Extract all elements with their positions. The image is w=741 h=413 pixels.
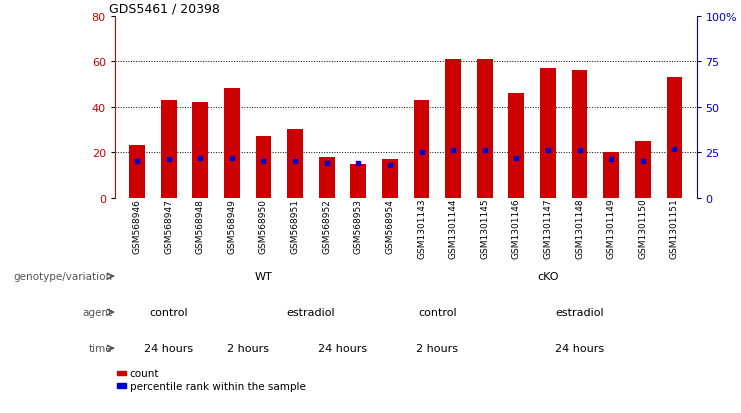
Text: GSM1301146: GSM1301146 bbox=[512, 198, 521, 259]
Text: GSM568949: GSM568949 bbox=[227, 198, 236, 253]
Text: 2 hours: 2 hours bbox=[227, 343, 269, 354]
Bar bbox=[413, 100, 429, 198]
Text: GSM1301145: GSM1301145 bbox=[480, 198, 489, 259]
Bar bbox=[117, 383, 126, 388]
Bar bbox=[350, 164, 366, 198]
Text: time: time bbox=[89, 343, 113, 354]
Bar bbox=[224, 89, 240, 198]
Text: GSM1301147: GSM1301147 bbox=[543, 198, 553, 259]
Bar bbox=[319, 157, 335, 198]
Bar bbox=[666, 78, 682, 198]
Text: 24 hours: 24 hours bbox=[318, 343, 367, 354]
Text: genotype/variation: genotype/variation bbox=[13, 271, 113, 282]
Bar bbox=[635, 141, 651, 198]
Text: GSM568950: GSM568950 bbox=[259, 198, 268, 253]
Bar bbox=[129, 146, 145, 198]
Text: GSM1301144: GSM1301144 bbox=[448, 198, 458, 259]
Text: GSM1301149: GSM1301149 bbox=[607, 198, 616, 259]
Text: GSM1301151: GSM1301151 bbox=[670, 198, 679, 259]
Text: control: control bbox=[149, 307, 188, 318]
Text: GSM1301143: GSM1301143 bbox=[417, 198, 426, 259]
Bar bbox=[445, 59, 461, 198]
Bar bbox=[288, 130, 303, 198]
Text: 24 hours: 24 hours bbox=[144, 343, 193, 354]
Text: cKO: cKO bbox=[537, 271, 559, 282]
Text: percentile rank within the sample: percentile rank within the sample bbox=[130, 381, 305, 391]
Bar bbox=[603, 153, 619, 198]
Text: WT: WT bbox=[255, 271, 272, 282]
Text: GDS5461 / 20398: GDS5461 / 20398 bbox=[109, 2, 220, 15]
Text: GSM568954: GSM568954 bbox=[385, 198, 394, 253]
Text: GSM568946: GSM568946 bbox=[133, 198, 142, 253]
Text: estradiol: estradiol bbox=[555, 307, 604, 318]
Text: GSM568953: GSM568953 bbox=[353, 198, 363, 253]
Bar bbox=[571, 71, 588, 198]
Bar bbox=[161, 100, 176, 198]
Text: estradiol: estradiol bbox=[287, 307, 335, 318]
Text: control: control bbox=[418, 307, 456, 318]
Text: GSM1301150: GSM1301150 bbox=[638, 198, 648, 259]
Text: GSM1301148: GSM1301148 bbox=[575, 198, 584, 259]
Bar bbox=[256, 137, 271, 198]
Bar bbox=[508, 94, 524, 198]
Bar bbox=[193, 103, 208, 198]
Text: agent: agent bbox=[82, 307, 113, 318]
Bar bbox=[117, 371, 126, 375]
Text: 24 hours: 24 hours bbox=[555, 343, 604, 354]
Text: count: count bbox=[130, 368, 159, 378]
Bar bbox=[540, 69, 556, 198]
Text: GSM568952: GSM568952 bbox=[322, 198, 331, 253]
Text: GSM568951: GSM568951 bbox=[290, 198, 299, 253]
Text: 2 hours: 2 hours bbox=[416, 343, 459, 354]
Text: GSM568948: GSM568948 bbox=[196, 198, 205, 253]
Text: GSM568947: GSM568947 bbox=[164, 198, 173, 253]
Bar bbox=[476, 59, 493, 198]
Bar bbox=[382, 159, 398, 198]
